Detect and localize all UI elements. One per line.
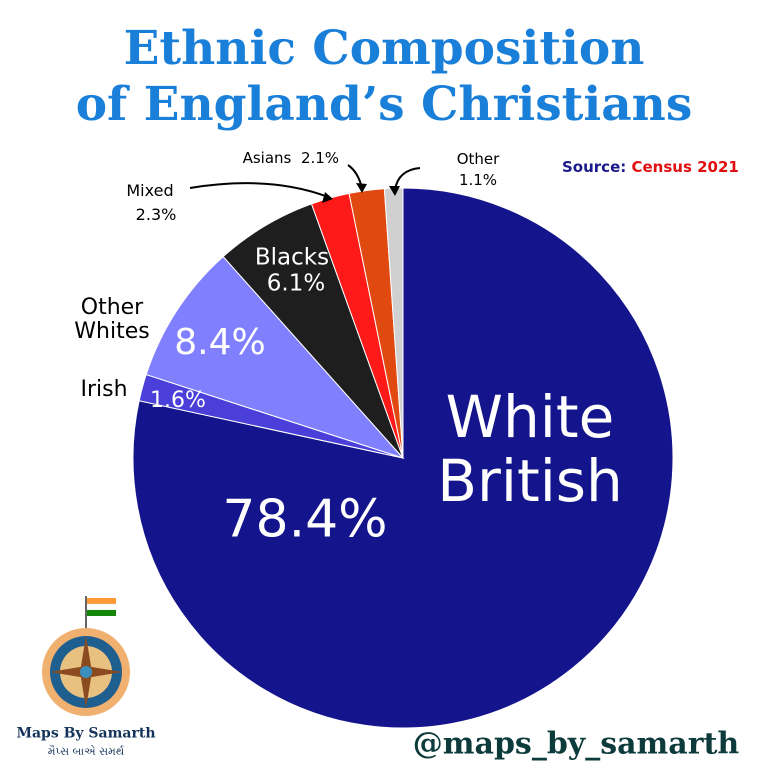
arrowhead	[356, 183, 367, 193]
logo-name: Maps By Samarth	[16, 725, 156, 742]
slice-label: Blacks	[254, 244, 330, 271]
flag-stripe	[86, 598, 116, 604]
slice-label: Mixed	[126, 181, 174, 201]
slice-label: Irish	[80, 376, 128, 402]
slice-label: Other Whites	[74, 294, 150, 344]
leader-line	[189, 182, 329, 198]
handle: @maps_by_samarth	[412, 726, 740, 762]
logo	[42, 596, 130, 716]
flag-stripe	[85, 603, 117, 611]
compass-center	[80, 666, 92, 678]
slice-label: Other	[456, 149, 500, 168]
value-label: 6.1%	[266, 270, 326, 297]
slice-label: White British	[437, 383, 623, 515]
chart-title: Ethnic Composition	[123, 21, 645, 76]
value-label: 1.1%	[458, 170, 498, 189]
chart-title: of England’s Christians	[75, 77, 693, 132]
value-label: 2.1%	[300, 148, 340, 167]
value-label: 1.6%	[150, 387, 206, 413]
source-label: Source:	[562, 158, 627, 176]
source-value: Census 2021	[631, 158, 739, 176]
arrowhead	[322, 192, 333, 203]
value-label: 8.4%	[174, 322, 266, 364]
logo-subtitle: મૈપ્સ બાએ સમર્થ	[47, 744, 125, 758]
value-label: 78.4%	[222, 489, 388, 550]
pie-slice	[145, 255, 405, 460]
arrowhead	[389, 186, 400, 196]
flag-stripe	[86, 610, 116, 616]
source: Source: Census 2021	[562, 158, 739, 176]
arrowheads	[322, 183, 400, 203]
slice-label: Asians	[242, 148, 292, 167]
pie	[132, 187, 674, 729]
value-label: 2.3%	[135, 205, 177, 225]
